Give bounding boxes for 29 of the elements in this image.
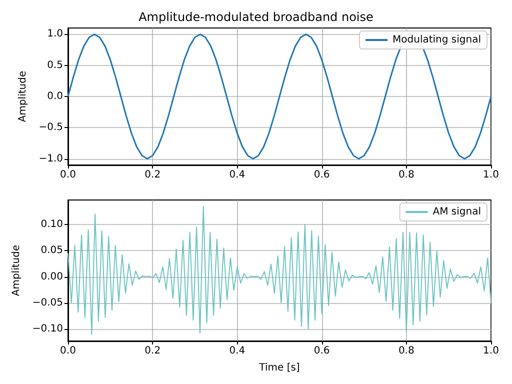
y-tick-label: 0.5	[47, 60, 63, 71]
y-tick-label: 0.10	[40, 219, 63, 230]
x-tick-label: 0.4	[229, 170, 246, 180]
x-axis-title: Time [s]	[258, 362, 300, 374]
x-tick-label: 0.6	[314, 170, 330, 180]
y-tick-label: 1.0	[47, 28, 63, 40]
y-tick-label: −1.0	[38, 153, 63, 164]
y-tick-label: −0.10	[32, 323, 63, 334]
x-tick-label: 0.4	[229, 346, 246, 356]
y-tick-label: 0.05	[40, 245, 63, 256]
legend-label: Modulating signal	[392, 34, 482, 46]
y-tick-label: −0.05	[32, 297, 63, 308]
y-axis-title: Amplitude	[17, 70, 28, 122]
line-series	[68, 206, 492, 335]
x-tick-label: 0.0	[60, 170, 76, 180]
x-tick-label: 1.0	[483, 170, 499, 180]
x-tick-label: 0.8	[398, 346, 414, 356]
x-tick-label: 0.0	[60, 346, 76, 356]
legend-label: AM signal	[432, 206, 482, 218]
x-tick-label: 0.2	[144, 346, 161, 356]
y-tick-label: −0.5	[38, 122, 63, 134]
x-tick-label: 0.8	[398, 170, 414, 180]
y-tick-label: 0.00	[40, 271, 63, 282]
x-tick-label: 1.0	[483, 346, 499, 356]
x-tick-label: 0.2	[144, 170, 161, 180]
x-tick-label: 0.6	[314, 346, 330, 356]
chart-title: Amplitude-modulated broadband noise	[138, 10, 374, 24]
y-axis-title: Amplitude	[10, 244, 22, 296]
y-tick-label: 0.0	[47, 91, 63, 102]
